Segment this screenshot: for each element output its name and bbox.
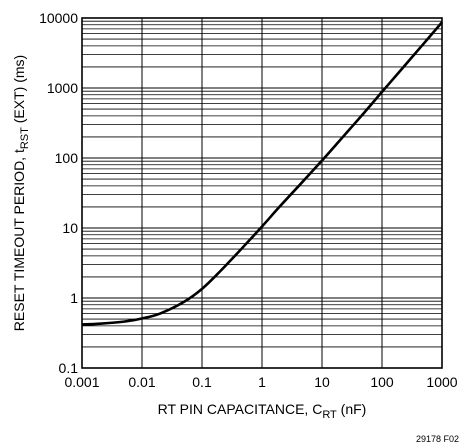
y-axis-label-tail: (EXT) (ms) — [11, 55, 27, 127]
x-axis-label-sub: RT — [322, 409, 337, 421]
y-tick-label: 1000 — [47, 80, 78, 96]
grid — [81, 18, 443, 369]
x-tick-label: 1 — [258, 374, 266, 390]
figure-id: 29178 F02 — [415, 434, 459, 444]
x-axis-label-main: RT PIN CAPACITANCE, C — [158, 401, 323, 417]
x-tick-label: 0.01 — [128, 374, 155, 390]
x-axis-label: RT PIN CAPACITANCE, CRT (nF) — [158, 401, 367, 421]
x-tick-label: 1000 — [426, 374, 457, 390]
x-tick-label: 0.001 — [64, 374, 99, 390]
data-line — [81, 21, 443, 326]
tick-labels: 0.001 0.01 0.1 1 10 100 1000 0.1 1 10 100 1000 10000 — [39, 10, 458, 390]
y-tick-label: 10 — [62, 220, 78, 236]
y-tick-label: 1 — [70, 290, 78, 306]
y-axis-label: RESET TIMEOUT PERIOD, tRST (EXT) (ms) — [11, 55, 31, 331]
y-tick-label: 100 — [55, 150, 79, 166]
y-tick-label: 10000 — [39, 10, 78, 26]
x-tick-label: 100 — [370, 374, 394, 390]
plot-frame — [81, 17, 443, 369]
y-tick-label: 0.1 — [59, 360, 79, 376]
x-axis-label-tail: (nF) — [337, 401, 367, 417]
x-tick-label: 10 — [314, 374, 330, 390]
y-axis-label-sub: RST — [19, 127, 31, 149]
x-tick-label: 0.1 — [192, 374, 212, 390]
y-axis-label-main: RESET TIMEOUT PERIOD, t — [11, 149, 27, 331]
